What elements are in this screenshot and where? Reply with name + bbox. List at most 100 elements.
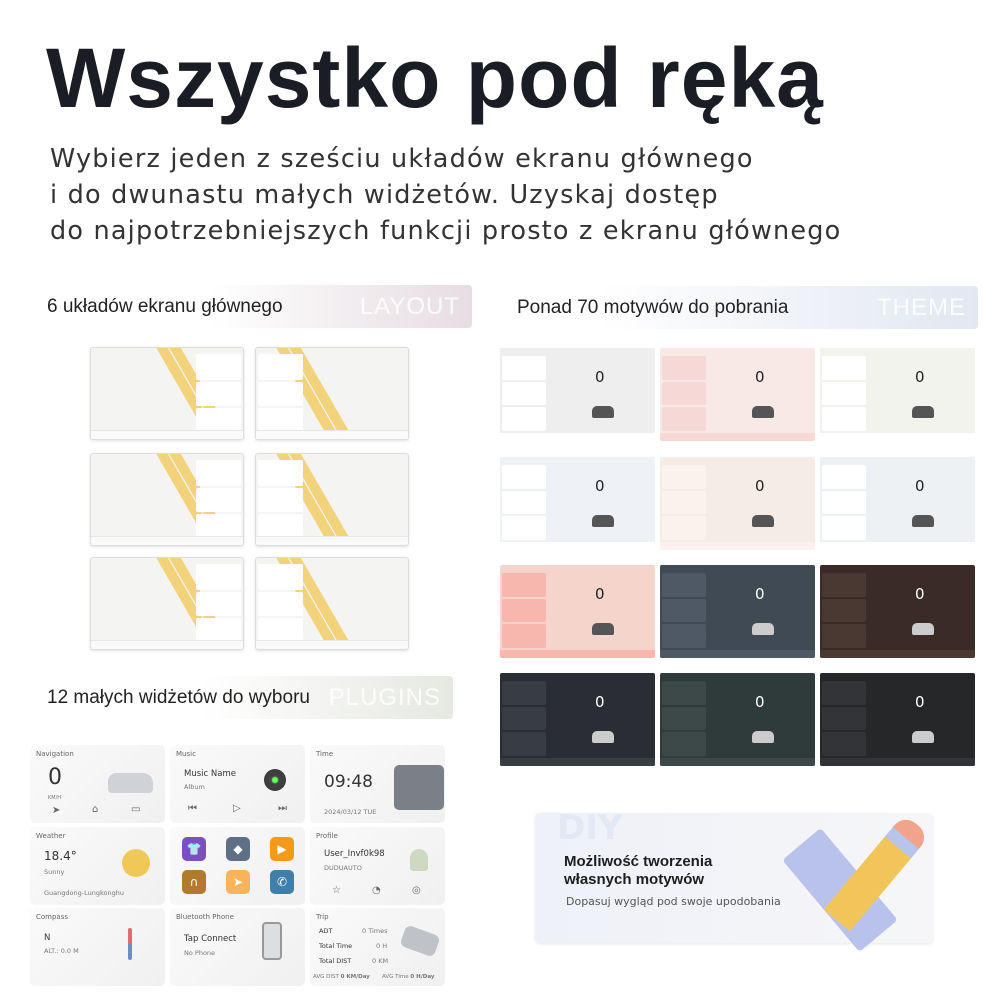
settings-icon[interactable]: ◎: [412, 885, 421, 896]
widget-label: Navigation: [36, 750, 74, 758]
phone-status: No Phone: [184, 949, 216, 957]
navigation-widget[interactable]: Navigation 0 KM/H ➤ ⌂ ▭: [30, 745, 165, 823]
compass-widget[interactable]: Compass N ALT.: 0.0 M: [30, 908, 165, 986]
theme-widget-column: [662, 465, 706, 541]
theme-widget-column: [662, 573, 706, 649]
theme-widget-column: [502, 681, 546, 757]
bluetooth-phone-widget[interactable]: Bluetooth Phone Tap Connect No Phone: [170, 908, 305, 986]
navigation-icon[interactable]: ➤: [226, 870, 250, 894]
layout-thumbnail[interactable]: [90, 557, 244, 650]
theme-thumbnail[interactable]: 0: [820, 457, 975, 550]
taskbar: [91, 536, 243, 545]
speed-value: 0: [48, 765, 62, 790]
map-icon[interactable]: ◆: [226, 837, 250, 861]
theme-thumbnail[interactable]: 0: [820, 348, 975, 441]
diy-title: własnych motywów: [564, 871, 705, 888]
theme-widget-column: [822, 681, 866, 757]
trip-widget[interactable]: Trip ADT 0 Times Total Time 0 H Total DI…: [310, 908, 445, 986]
layout-widget-card: [258, 488, 303, 512]
theme-thumbnail[interactable]: 0: [500, 348, 655, 441]
theme-thumbnail[interactable]: 0: [820, 673, 975, 766]
altitude: ALT.: 0.0 M: [44, 947, 79, 955]
diy-watermark: DIY: [557, 813, 623, 848]
trip-value: 0 H: [376, 942, 388, 950]
layout-widget-card: [196, 382, 241, 406]
layout-thumbnail[interactable]: [255, 347, 409, 440]
home-icon[interactable]: ⌂: [92, 804, 99, 815]
layout-thumbnail[interactable]: [255, 557, 409, 650]
layout-thumbnail[interactable]: [90, 453, 244, 546]
tap-connect[interactable]: Tap Connect: [184, 934, 237, 944]
shirt-icon[interactable]: 👕: [182, 837, 206, 861]
taskbar: [820, 433, 975, 441]
trip-value: 0 KM: [372, 957, 389, 965]
avg-dist: AVG DIST 0 KM/Day: [313, 974, 370, 980]
car-image: [108, 773, 153, 793]
speed-value: 0: [595, 477, 605, 495]
theme-thumbnail[interactable]: 0: [820, 565, 975, 658]
time-widget[interactable]: Time 09:48 2024/03/12 TUE: [310, 745, 445, 823]
theme-thumbnail[interactable]: 0: [500, 673, 655, 766]
theme-thumbnail[interactable]: 0: [660, 348, 815, 441]
phone-icon[interactable]: ✆: [270, 870, 294, 894]
taskbar: [500, 650, 655, 658]
layout-thumbnail[interactable]: [90, 347, 244, 440]
layout-widget-card: [196, 514, 241, 536]
car-image: [912, 406, 934, 418]
theme-thumbnail[interactable]: 0: [500, 457, 655, 550]
car-image: [752, 406, 774, 418]
avg-time: AVG Time 0 H/Day: [382, 974, 435, 980]
theme-widget-column: [662, 356, 706, 432]
speed-value: 0: [755, 693, 765, 711]
speed-value: 0: [915, 477, 925, 495]
theme-thumbnail[interactable]: 0: [660, 565, 815, 658]
speed-value: 0: [755, 477, 765, 495]
taskbar: [256, 536, 408, 545]
theme-thumbnail[interactable]: 0: [660, 673, 815, 766]
navigate-icon[interactable]: ➤: [52, 805, 61, 816]
next-icon[interactable]: ⏭: [278, 803, 287, 814]
taskbar: [660, 650, 815, 658]
star-icon[interactable]: ☆: [332, 885, 341, 896]
speed-value: 0: [595, 368, 605, 386]
headphones-icon[interactable]: ∩: [182, 870, 206, 894]
speed-value: 0: [755, 368, 765, 386]
layout-widget-card: [196, 488, 241, 512]
speed-value: 0: [915, 368, 925, 386]
briefcase-icon[interactable]: ▭: [131, 804, 141, 815]
widget-label: Profile: [316, 832, 338, 840]
layout-heading: 6 układów ekranu głównego: [47, 295, 283, 317]
music-widget[interactable]: Music Music Name Album ⏮ ▷ ⏭: [170, 745, 305, 823]
theme-widget-column: [822, 573, 866, 649]
gauge-icon[interactable]: ◔: [372, 885, 381, 896]
music-name: Music Name: [184, 769, 236, 779]
theme-heading: Ponad 70 motywów do pobrania: [517, 296, 789, 318]
layout-header: 6 układów ekranu głównego LAYOUT: [35, 285, 472, 328]
plugins-heading: 12 małych widżetów do wyboru: [47, 686, 310, 708]
weather-widget[interactable]: Weather 18.4° Sunny Guangdong-Lungkonghu: [30, 827, 165, 905]
taskbar: [660, 758, 815, 766]
profile-widget[interactable]: Profile User_Invf0k98 DUDUAUTO ☆ ◔ ◎: [310, 827, 445, 905]
layout-watermark: LAYOUT: [359, 292, 460, 320]
theme-thumbnail[interactable]: 0: [500, 565, 655, 658]
car-image: [752, 731, 774, 743]
widget-label: Bluetooth Phone: [176, 913, 234, 921]
brand: DUDUAUTO: [324, 864, 362, 872]
diy-title: Możliwość tworzenia: [564, 853, 713, 870]
speed-value: 0: [595, 585, 605, 603]
theme-thumbnail[interactable]: 0: [660, 457, 815, 550]
time-value: 09:48: [324, 772, 373, 792]
play-icon[interactable]: ▷: [233, 803, 241, 814]
sun-icon: [122, 849, 150, 877]
layout-thumbnail[interactable]: [255, 453, 409, 546]
music-album: Album: [184, 783, 205, 791]
plugins-watermark: PLUGINS: [328, 683, 441, 711]
layout-widget-card: [258, 460, 303, 486]
trip-key: Total Time: [319, 942, 353, 950]
taskbar: [500, 542, 655, 550]
previous-icon[interactable]: ⏮: [188, 803, 197, 814]
layout-widget-card: [196, 618, 241, 640]
video-icon[interactable]: ▶: [270, 837, 294, 861]
widget-label: Compass: [36, 913, 69, 921]
apps-widget[interactable]: 👕 ◆ ▶ ∩ ➤ ✆: [170, 827, 305, 905]
